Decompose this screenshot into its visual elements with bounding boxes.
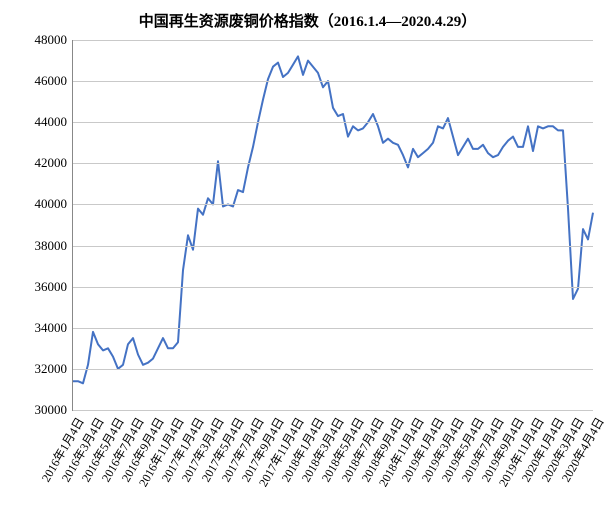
y-gridline xyxy=(73,122,593,123)
chart-container: 中国再生资源废铜价格指数（2016.1.4—2020.4.29） 3000032… xyxy=(0,0,615,530)
chart-title: 中国再生资源废铜价格指数（2016.1.4—2020.4.29） xyxy=(0,10,615,31)
y-gridline xyxy=(73,204,593,205)
y-gridline xyxy=(73,163,593,164)
y-tick-label: 32000 xyxy=(35,361,68,377)
y-tick-label: 48000 xyxy=(35,32,68,48)
plot-area: 3000032000340003600038000400004200044000… xyxy=(72,40,593,411)
y-gridline xyxy=(73,287,593,288)
y-gridline xyxy=(73,246,593,247)
y-tick-label: 30000 xyxy=(35,402,68,418)
y-tick-label: 44000 xyxy=(35,114,68,130)
y-tick-label: 36000 xyxy=(35,279,68,295)
price-series-line xyxy=(73,56,593,383)
y-tick-label: 42000 xyxy=(35,155,68,171)
y-tick-label: 46000 xyxy=(35,73,68,89)
y-gridline xyxy=(73,81,593,82)
y-tick-label: 38000 xyxy=(35,238,68,254)
y-gridline xyxy=(73,40,593,41)
price-line xyxy=(73,40,593,410)
y-gridline xyxy=(73,328,593,329)
y-tick-label: 40000 xyxy=(35,196,68,212)
y-tick-label: 34000 xyxy=(35,320,68,336)
y-gridline xyxy=(73,410,593,411)
y-gridline xyxy=(73,369,593,370)
